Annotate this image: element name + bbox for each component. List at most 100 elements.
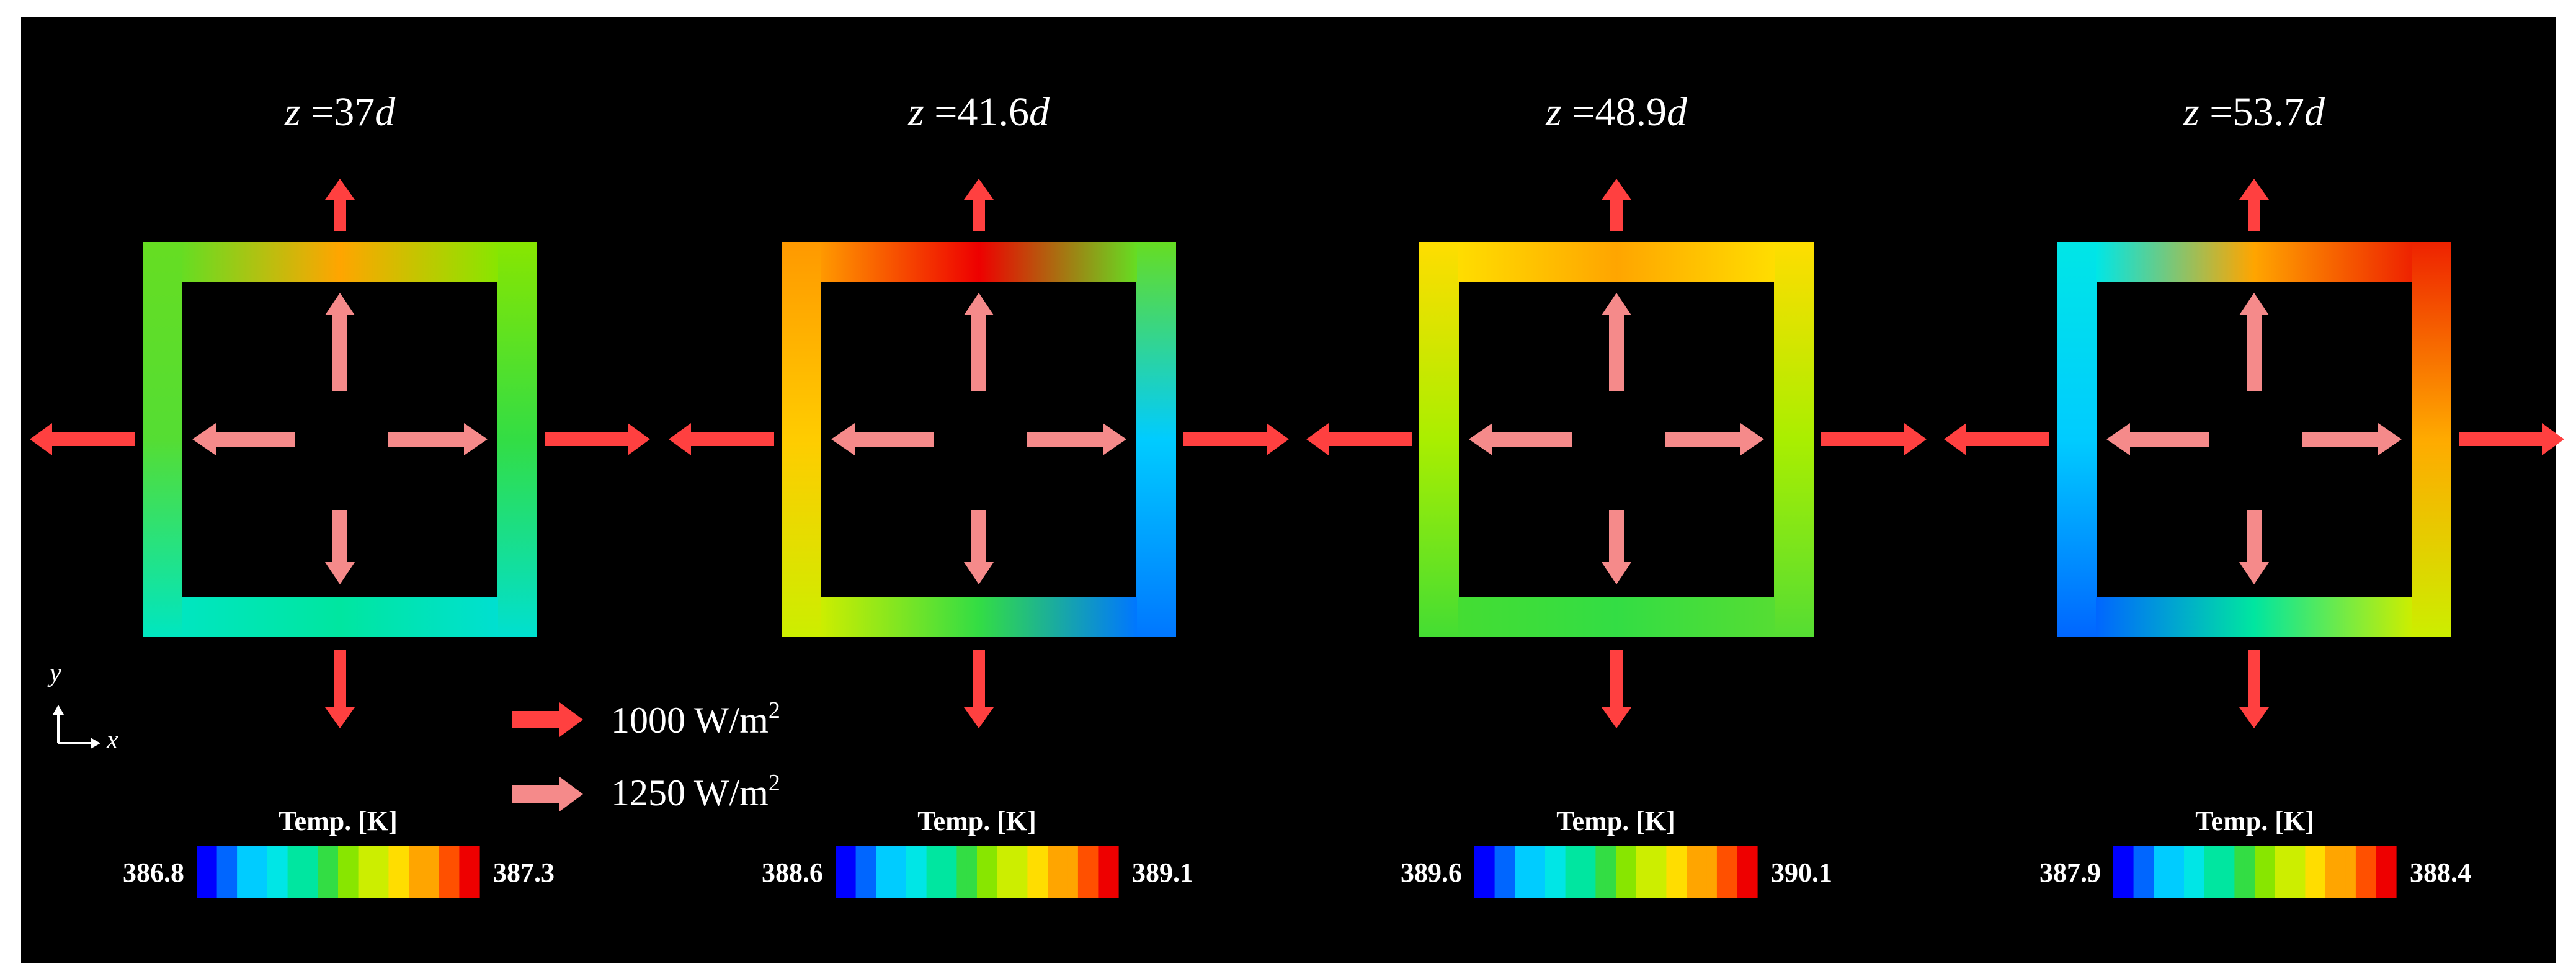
- y-axis-label: y: [47, 659, 61, 687]
- colorbar-step: [2345, 846, 2356, 898]
- flux-arrow-inner-right: [2302, 423, 2402, 455]
- colorbar-step: [328, 846, 339, 898]
- frame-wall-top: [1458, 242, 1775, 282]
- colorbar-step: [338, 846, 349, 898]
- colorbar-step: [1058, 846, 1069, 898]
- colorbar-step: [1535, 846, 1546, 898]
- x-axis-label: x: [106, 726, 118, 754]
- panel-title: z =53.7d: [2183, 89, 2325, 135]
- colorbar-step: [1747, 846, 1758, 898]
- colorbar-step: [1067, 846, 1079, 898]
- flux-arrow-inner-up: [2239, 293, 2269, 391]
- frame-wall-bottom: [2096, 597, 2412, 637]
- flux-arrow-outer-down: [325, 650, 355, 728]
- x-axis-arrowhead: [91, 738, 100, 749]
- colorbar-step: [876, 846, 886, 898]
- colorbar-step: [1626, 846, 1637, 898]
- frame-wall-left: [143, 242, 182, 637]
- flux-arrow-inner-left: [192, 423, 295, 455]
- colorbar-step: [1545, 846, 1556, 898]
- colorbar-step: [216, 846, 228, 898]
- colorbar-step: [855, 846, 867, 898]
- colorbar-step: [2315, 846, 2326, 898]
- colorbar-step: [297, 846, 308, 898]
- colorbar-title: Temp. [K]: [279, 806, 398, 836]
- flux-arrow-inner-up: [325, 293, 355, 391]
- flux-arrow-outer-right: [1821, 423, 1927, 455]
- legend-label-1000: 1000 W/m2: [611, 697, 780, 741]
- colorbar-step: [1687, 846, 1697, 898]
- colorbar-step: [459, 846, 470, 898]
- colorbar-min-label: 386.8: [123, 857, 184, 888]
- colorbar-step: [2295, 846, 2306, 898]
- colorbar: Temp. [K] 389.6 390.1: [1401, 806, 1832, 898]
- colorbar-step: [836, 846, 846, 898]
- colorbar-step: [926, 846, 937, 898]
- colorbar-step: [2123, 846, 2134, 898]
- panel-title-eq: =: [2199, 89, 2233, 135]
- colorbar-step: [2275, 846, 2286, 898]
- colorbar-step: [896, 846, 907, 898]
- frame-wall-top: [182, 242, 498, 282]
- colorbar-step: [2265, 846, 2276, 898]
- colorbar-step: [2204, 846, 2215, 898]
- colorbar-step: [368, 846, 379, 898]
- colorbar-step: [916, 846, 927, 898]
- colorbar-step: [1474, 846, 1485, 898]
- flux-arrow-outer-left: [30, 423, 135, 455]
- flux-arrow-outer-up: [1602, 179, 1631, 231]
- colorbar-step: [429, 846, 440, 898]
- colorbar-step: [469, 846, 480, 898]
- colorbar-step: [398, 846, 409, 898]
- frame-wall-top: [821, 242, 1137, 282]
- legend-arrow-1250: [512, 777, 583, 811]
- colorbar-step: [1716, 846, 1727, 898]
- colorbar-step: [2154, 846, 2164, 898]
- colorbar-step: [1108, 846, 1119, 898]
- colorbar-step: [287, 846, 298, 898]
- colorbar-step: [439, 846, 450, 898]
- colorbar-step: [886, 846, 897, 898]
- colorbar-step: [1077, 846, 1089, 898]
- colorbar-step: [997, 846, 1008, 898]
- colorbar-step: [2143, 846, 2154, 898]
- colorbar: Temp. [K] 387.9 388.4: [2039, 806, 2471, 898]
- colorbar-step: [267, 846, 278, 898]
- panel-title-unit: d: [2304, 89, 2325, 135]
- colorbar-step: [1656, 846, 1667, 898]
- colorbar-step: [419, 846, 430, 898]
- panel-title-eq: =: [300, 89, 334, 135]
- flux-arrow-inner-left: [2106, 423, 2209, 455]
- colorbar-step: [1515, 846, 1525, 898]
- colorbar-step: [226, 846, 238, 898]
- panel-2: z =41.6d Temp. [K] 388.6 389.1: [669, 89, 1289, 898]
- flux-arrow-inner-down: [964, 510, 994, 584]
- flux-arrow-inner-right: [1665, 423, 1764, 455]
- flux-arrow-inner-left: [1469, 423, 1572, 455]
- colorbar-step: [1017, 846, 1028, 898]
- colorbar-step: [2164, 846, 2175, 898]
- colorbar-min-label: 387.9: [2039, 857, 2101, 888]
- panel-title-eq: =: [1562, 89, 1595, 135]
- flux-arrow-outer-left: [1306, 423, 1412, 455]
- colorbar-step: [1595, 846, 1607, 898]
- colorbar-step: [845, 846, 857, 898]
- colorbar-step: [977, 846, 987, 898]
- flux-arrow-outer-right: [545, 423, 650, 455]
- colorbar-step: [2224, 846, 2235, 898]
- colorbar-title: Temp. [K]: [1556, 806, 1675, 836]
- panel-title-number: 41.6: [957, 89, 1029, 135]
- frame-wall-right: [1774, 242, 1814, 637]
- frame-wall-top: [2096, 242, 2412, 282]
- frame-wall-left: [782, 242, 821, 637]
- colorbar-step: [966, 846, 978, 898]
- colorbar-step: [197, 846, 207, 898]
- panel-4: z =53.7d Temp. [K] 387.9 388.4: [1944, 89, 2564, 898]
- colorbar-step: [2234, 846, 2245, 898]
- colorbar-step: [865, 846, 876, 898]
- colorbar-step: [1037, 846, 1048, 898]
- colorbar-step: [2366, 846, 2376, 898]
- colorbar-step: [906, 846, 917, 898]
- colorbar-step: [449, 846, 460, 898]
